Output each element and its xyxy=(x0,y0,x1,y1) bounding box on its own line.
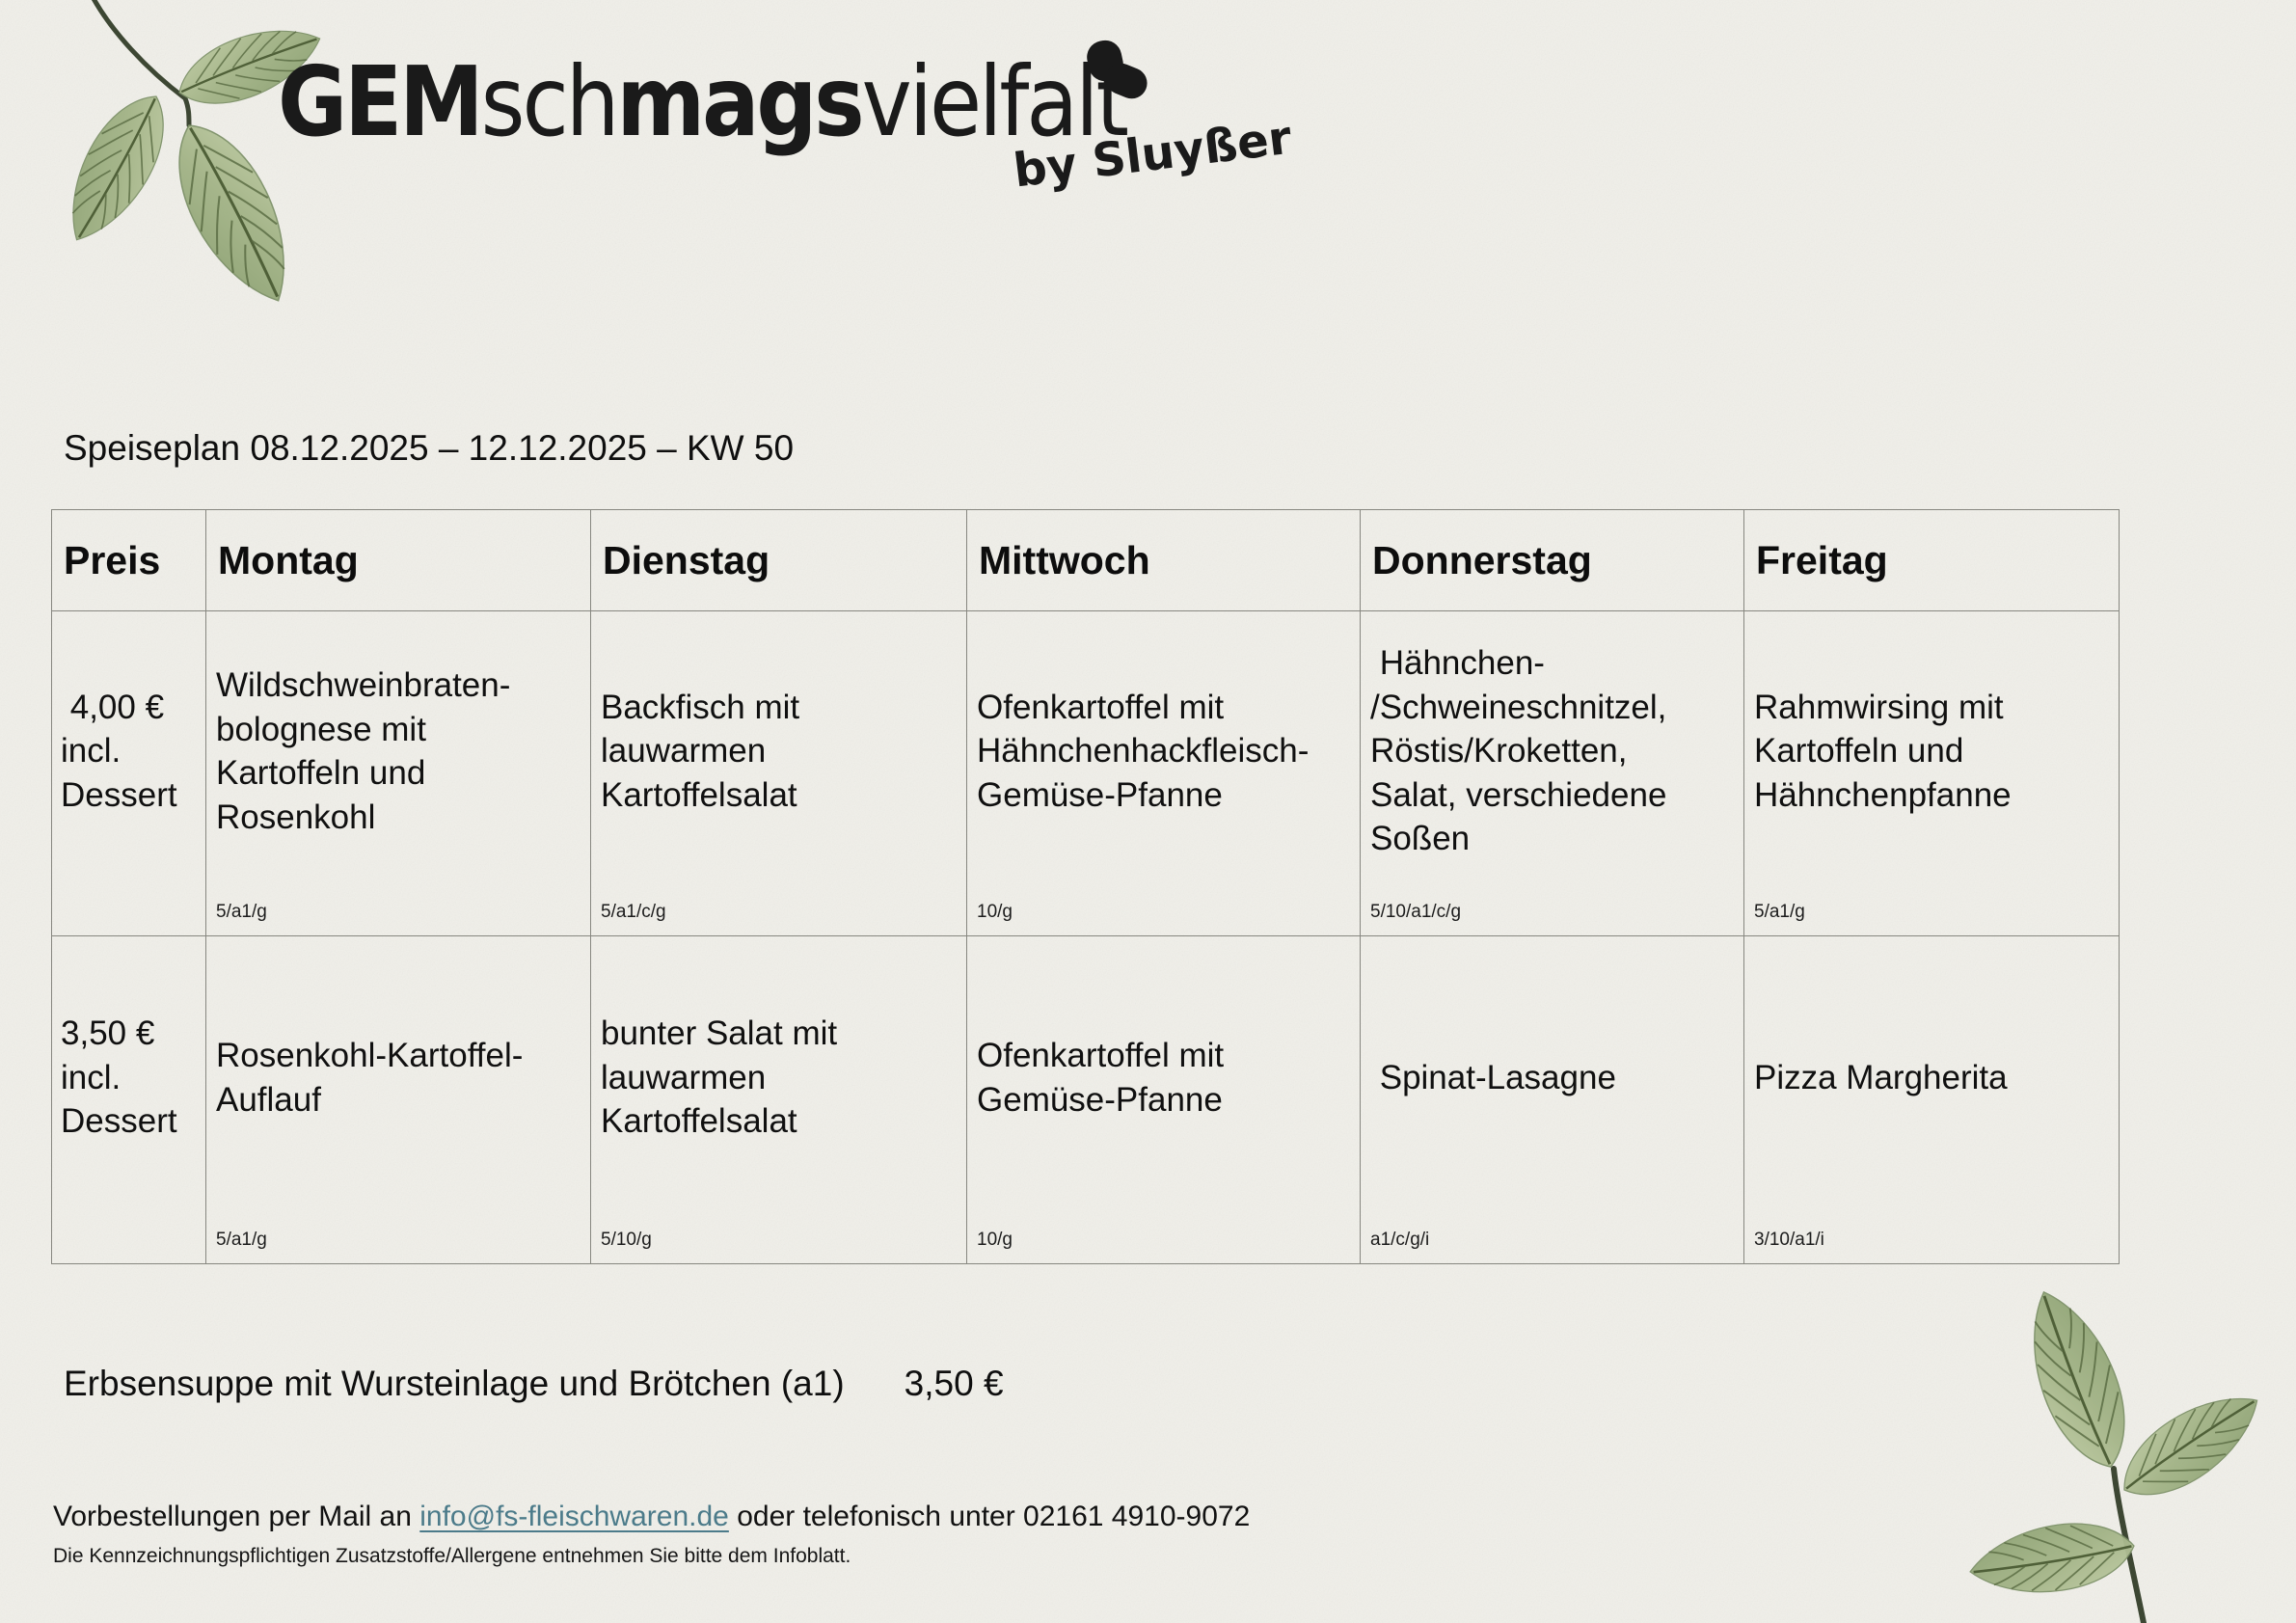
order-info-prefix: Vorbestellungen per Mail an xyxy=(53,1501,420,1532)
order-info-suffix: oder telefonisch unter 02161 4910-9072 xyxy=(728,1501,1251,1532)
dish-montag-row1: Wildschweinbraten- bolognese mit Kartoff… xyxy=(206,611,591,936)
order-info-line: Vorbestellungen per Mail an info@fs-flei… xyxy=(53,1501,1250,1533)
dish-mittwoch-row2: Ofenkartoffel mit Gemüse-Pfanne 10/g xyxy=(967,936,1361,1264)
dish-label: Spinat-Lasagne xyxy=(1370,1058,1616,1096)
dish-label: Hähnchen- /Schweineschnitzel, Röstis/Kro… xyxy=(1370,644,1667,858)
price-label: 4,00 € incl. Dessert xyxy=(61,688,177,814)
dish-montag-row2: Rosenkohl-Kartoffel- Auflauf 5/a1/g xyxy=(206,936,591,1264)
column-header-freitag: Freitag xyxy=(1744,510,2120,611)
dish-mittwoch-row1: Ofenkartoffel mit Hähnchenhackfleisch- G… xyxy=(967,611,1361,936)
dish-label: Rosenkohl-Kartoffel- Auflauf xyxy=(216,1037,524,1119)
logo-segment: GEM xyxy=(278,45,484,158)
allergen-codes: 5/a1/c/g xyxy=(601,902,666,922)
leaf-decoration-bottom-right xyxy=(1963,1277,2277,1623)
email-link[interactable]: info@fs-fleischwaren.de xyxy=(419,1501,729,1532)
dish-label: bunter Salat mit lauwarmen Kartoffelsala… xyxy=(601,1014,838,1141)
allergen-codes: 5/a1/g xyxy=(216,1230,267,1250)
dish-freitag-row1: Rahmwirsing mit Kartoffeln und Hähnchenp… xyxy=(1744,611,2120,936)
dish-label: Pizza Margherita xyxy=(1754,1058,2008,1096)
dish-donnerstag-row1: Hähnchen- /Schweineschnitzel, Röstis/Kro… xyxy=(1361,611,1744,936)
dish-label: Wildschweinbraten- bolognese mit Kartoff… xyxy=(216,666,511,836)
allergen-codes: a1/c/g/i xyxy=(1370,1230,1430,1250)
allergen-codes: 5/10/a1/c/g xyxy=(1370,902,1462,922)
double-seed-icon xyxy=(1087,40,1148,99)
allergen-codes: 3/10/a1/i xyxy=(1754,1230,1824,1250)
column-header-donnerstag: Donnerstag xyxy=(1361,510,1744,611)
extra-offer-text: Erbsensuppe mit Wursteinlage und Brötche… xyxy=(64,1364,845,1403)
column-header-preis: Preis xyxy=(52,510,206,611)
allergen-codes: 5/10/g xyxy=(601,1230,652,1250)
dish-label: Backfisch mit lauwarmen Kartoffelsalat xyxy=(601,688,800,814)
allergen-codes: 5/a1/g xyxy=(216,902,267,922)
menu-table: Preis Montag Dienstag Mittwoch Donnersta… xyxy=(51,509,2120,1264)
dish-dienstag-row1: Backfisch mit lauwarmen Kartoffelsalat 5… xyxy=(591,611,967,936)
dish-donnerstag-row2: Spinat-Lasagne a1/c/g/i xyxy=(1361,936,1744,1264)
column-header-mittwoch: Mittwoch xyxy=(967,510,1361,611)
extra-offer-price: 3,50 € xyxy=(904,1364,1004,1403)
column-header-montag: Montag xyxy=(206,510,591,611)
logo-segment: vielfalt xyxy=(861,45,1129,158)
price-label: 3,50 € incl. Dessert xyxy=(61,1014,177,1141)
extra-offer-line: Erbsensuppe mit Wursteinlage und Brötche… xyxy=(64,1364,1004,1404)
menu-title: Speiseplan 08.12.2025 – 12.12.2025 – KW … xyxy=(64,428,795,468)
logo-segment: sch xyxy=(480,45,620,158)
brand-logo-wordmark: GEMschmagsvielfalt xyxy=(278,54,1129,150)
allergen-codes: 10/g xyxy=(977,902,1013,922)
dish-label: Rahmwirsing mit Kartoffeln und Hähnchenp… xyxy=(1754,688,2012,814)
allergen-codes: 5/a1/g xyxy=(1754,902,1805,922)
dish-freitag-row2: Pizza Margherita 3/10/a1/i xyxy=(1744,936,2120,1264)
dish-label: Ofenkartoffel mit Hähnchenhackfleisch- G… xyxy=(977,688,1310,814)
logo-segment: mags xyxy=(616,45,864,158)
price-cell-row1: 4,00 € incl. Dessert xyxy=(52,611,206,936)
price-cell-row2: 3,50 € incl. Dessert xyxy=(52,936,206,1264)
allergen-codes: 10/g xyxy=(977,1230,1013,1250)
allergen-note: Die Kennzeichnungspflichtigen Zusatzstof… xyxy=(53,1545,851,1567)
dish-dienstag-row2: bunter Salat mit lauwarmen Kartoffelsala… xyxy=(591,936,967,1264)
column-header-dienstag: Dienstag xyxy=(591,510,967,611)
dish-label: Ofenkartoffel mit Gemüse-Pfanne xyxy=(977,1037,1225,1119)
